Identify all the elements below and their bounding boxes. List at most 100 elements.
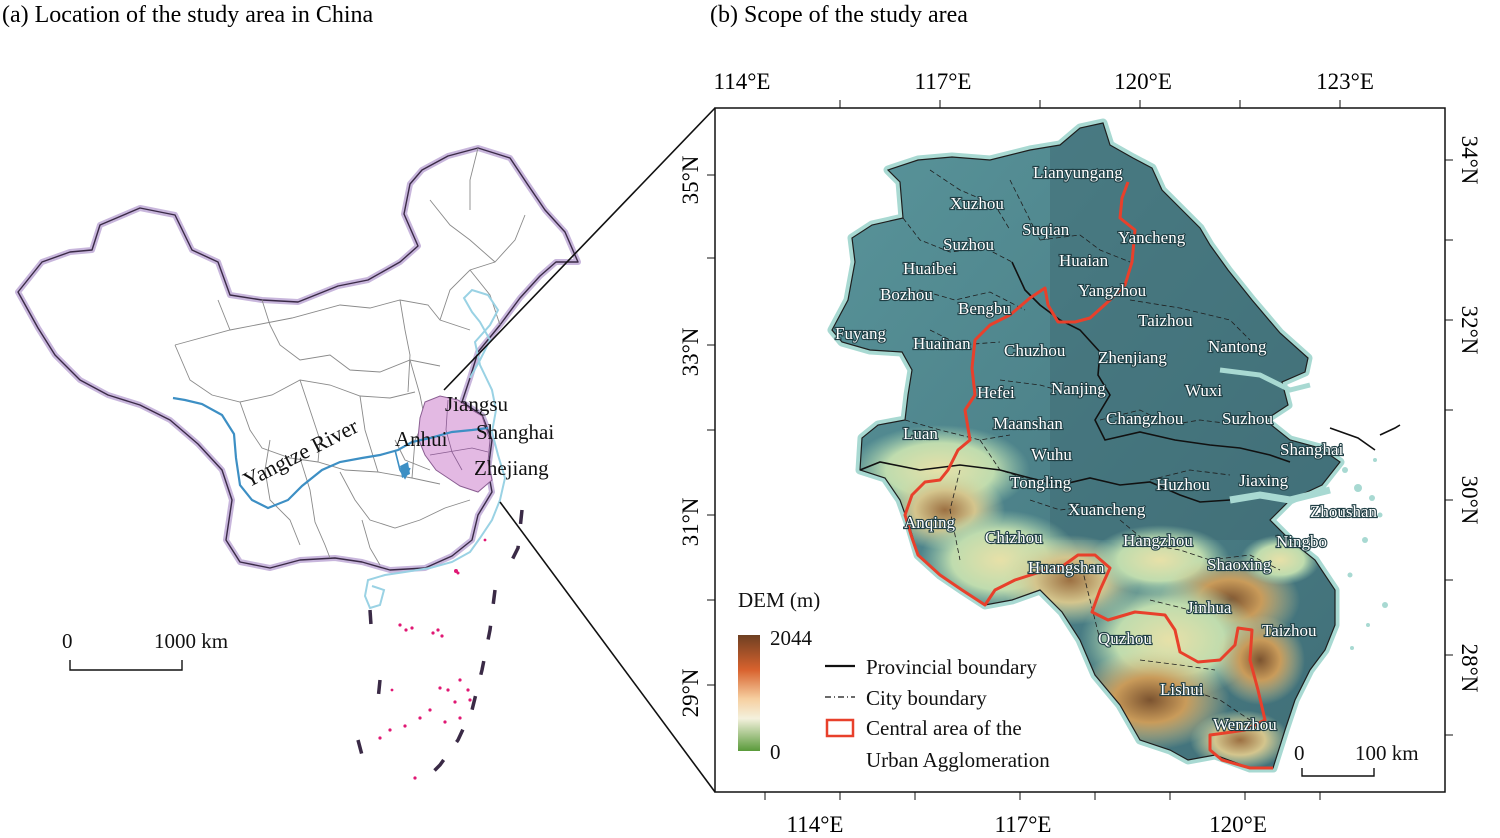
dem-color-ramp (738, 635, 760, 751)
yangtze-river (172, 396, 489, 510)
city-label-huainan: Huainan (913, 334, 971, 353)
bottom-lon-120: 120°E (1209, 812, 1267, 837)
left-lat-33: 33°N (678, 327, 703, 376)
city-label-lishui: Lishui (1160, 680, 1204, 699)
city-label-suzhou-jiangsu: Suzhou (1222, 409, 1274, 428)
city-label-suqian: Suqian (1022, 220, 1070, 239)
city-label-taizhou-zhejiang: Taizhou (1262, 621, 1317, 640)
city-label-zhoushan: Zhoushan (1310, 502, 1378, 521)
city-label-huaian: Huaian (1059, 251, 1109, 270)
scalebar-b-zero: 0 (1294, 741, 1305, 765)
legend-dem-title: DEM (m) (738, 588, 820, 612)
city-label-huaibei: Huaibei (903, 259, 957, 278)
city-label-shaoxing: Shaoxing (1207, 555, 1272, 574)
provincial-boundaries (859, 261, 1401, 503)
coordinate-labels: 114°E 117°E 120°E 123°E 114°E 117°E 120°… (678, 69, 1482, 837)
anhui-label: Anhui (395, 427, 448, 451)
legend-provincial-label: Provincial boundary (866, 655, 1037, 679)
legend-central-swatch (825, 718, 855, 738)
panel-b-title: (b) Scope of the study area (710, 2, 968, 28)
city-label-wuxi: Wuxi (1185, 381, 1222, 400)
city-label-jiaxing: Jiaxing (1239, 471, 1289, 490)
city-label-yangzhou: Yangzhou (1078, 281, 1147, 300)
city-label-nanjing: Nanjing (1051, 379, 1106, 398)
legend: DEM (m) 2044 0 Provincial boundary City … (738, 588, 1050, 772)
province-lines (174, 147, 526, 566)
island-dots (378, 538, 487, 780)
city-label-suzhou-anhui: Suzhou (943, 235, 995, 254)
zhejiang-label: Zhejiang (474, 456, 549, 480)
city-label-huzhou: Huzhou (1156, 475, 1210, 494)
city-label-xuancheng: Xuancheng (1068, 500, 1146, 519)
panel-a: (a) Location of the study area in China (2, 2, 716, 793)
top-lon-117: 117°E (915, 69, 972, 94)
central-area-boundary (903, 181, 1273, 770)
city-label-luan: Luan (903, 424, 938, 443)
legend-dem-max: 2044 (770, 626, 813, 650)
scalebar-a-zero: 0 (62, 629, 73, 653)
top-lon-120: 120°E (1114, 69, 1172, 94)
china-outline-line (17, 147, 579, 571)
graticule-ticks (707, 100, 1453, 800)
city-label-shanghai: Shanghai (1280, 440, 1344, 459)
legend-city-label: City boundary (866, 686, 987, 710)
city-label-anqing: Anqing (904, 513, 956, 532)
city-label-changzhou: Changzhou (1106, 409, 1184, 428)
city-label-wenzhou: Wenzhou (1213, 715, 1277, 734)
city-label-jinhua: Jinhua (1187, 598, 1232, 617)
city-boundaries (879, 169, 1281, 721)
panel-a-title: (a) Location of the study area in China (2, 2, 374, 28)
city-label-wuhu: Wuhu (1031, 445, 1072, 464)
city-label-zhenjiang: Zhenjiang (1098, 348, 1167, 367)
top-lon-123: 123°E (1316, 69, 1374, 94)
city-labels: Lianyungang Xuzhou Suqian Yancheng Suzho… (834, 162, 1379, 735)
right-lat-32: 32°N (1457, 306, 1482, 355)
legend-dem-min: 0 (770, 740, 781, 764)
top-lon-114: 114°E (714, 69, 771, 94)
scalebar-a-distance: 1000 km (154, 629, 228, 653)
city-label-nantong: Nantong (1208, 337, 1267, 356)
city-label-tongling: Tongling (1010, 473, 1072, 492)
left-lat-29: 29°N (678, 668, 703, 717)
shanghai-label: Shanghai (476, 420, 554, 444)
study-area-highlight (417, 395, 493, 493)
coastline (363, 288, 507, 610)
legend-central-line1: Central area of the (866, 716, 1022, 740)
city-label-xuzhou: Xuzhou (950, 194, 1004, 213)
offshore-islands (1342, 458, 1388, 650)
city-label-fuyang: Fuyang (835, 324, 887, 343)
panel-b: (b) Scope of the study area 114°E 117°E (678, 2, 1482, 837)
left-lat-31: 31°N (678, 497, 703, 546)
city-label-huangshan: Huangshan (1028, 558, 1105, 577)
city-label-hangzhou: Hangzhou (1123, 531, 1193, 550)
city-label-hefei: Hefei (977, 383, 1015, 402)
city-label-lianyungang: Lianyungang (1033, 163, 1123, 182)
lake-shape (400, 462, 410, 478)
sea-boundary-dashes (356, 509, 524, 782)
estuary-line (1219, 367, 1311, 393)
scalebar-b: 0 100 km (1294, 741, 1419, 777)
study-area-province-lines (429, 399, 489, 471)
city-label-chuzhou: Chuzhou (1004, 341, 1066, 360)
scalebar-b-distance: 100 km (1355, 741, 1419, 765)
zoom-line-top (443, 107, 716, 391)
city-label-quzhou: Quzhou (1098, 629, 1152, 648)
left-lat-35: 35°N (678, 155, 703, 204)
bottom-lon-114: 114°E (787, 812, 844, 837)
jiangsu-label: Jiangsu (445, 392, 509, 416)
city-label-bozhou: Bozhou (880, 285, 933, 304)
right-lat-28: 28°N (1457, 644, 1482, 693)
city-label-ningbo: Ningbo (1276, 532, 1327, 551)
right-lat-34: 34°N (1457, 136, 1482, 185)
scalebar-a: 0 1000 km (62, 629, 228, 671)
zoom-line-bottom (499, 501, 716, 793)
city-label-yancheng: Yancheng (1118, 228, 1186, 247)
city-label-taizhou-jiangsu: Taizhou (1138, 311, 1193, 330)
city-label-chizhou: Chizhou (985, 528, 1043, 547)
legend-central-line2: Urban Agglomeration (866, 748, 1050, 772)
bottom-lon-117: 117°E (995, 812, 1052, 837)
city-label-bengbu: Bengbu (958, 299, 1011, 318)
city-label-maanshan: Maanshan (993, 414, 1063, 433)
right-lat-30: 30°N (1457, 476, 1482, 525)
